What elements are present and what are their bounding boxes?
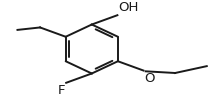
Text: OH: OH	[118, 1, 139, 14]
Text: O: O	[144, 72, 155, 85]
Text: F: F	[58, 84, 65, 97]
